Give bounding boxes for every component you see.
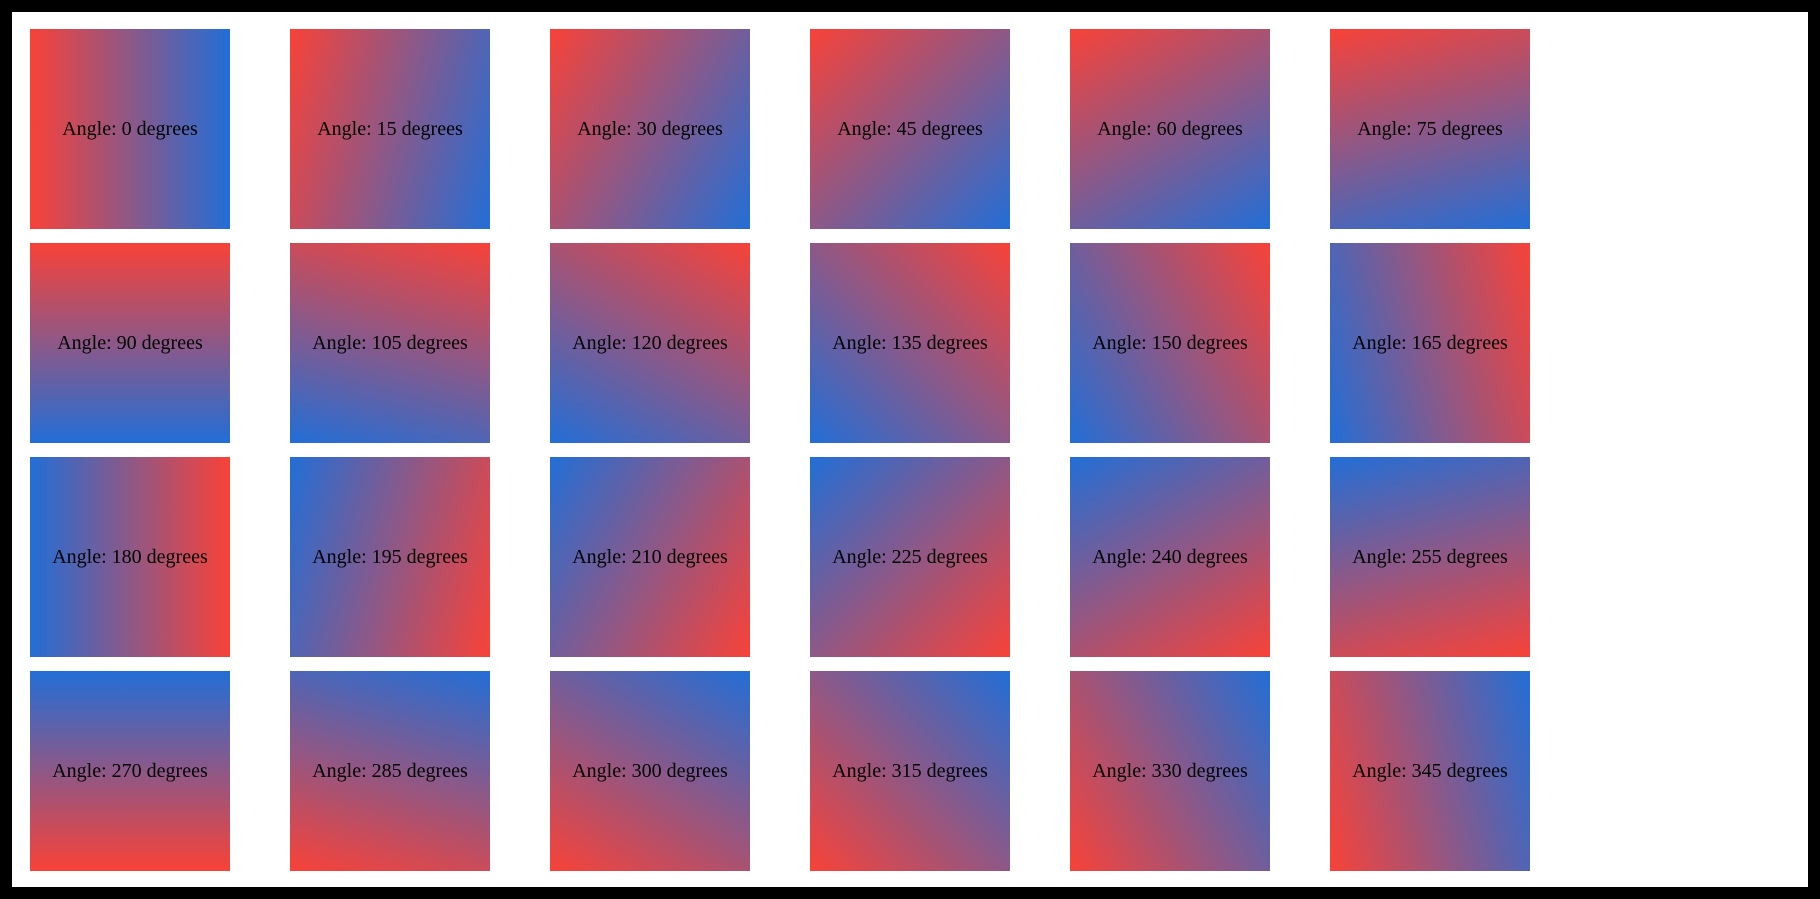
gradient-tile: Angle: 45 degrees: [810, 29, 1010, 229]
gradient-tile: Angle: 300 degrees: [550, 671, 750, 871]
tile-label: Angle: 195 degrees: [312, 545, 468, 568]
tile-label: Angle: 240 degrees: [1092, 545, 1248, 568]
gradient-tile: Angle: 240 degrees: [1070, 457, 1270, 657]
gradient-tile: Angle: 150 degrees: [1070, 243, 1270, 443]
tile-label: Angle: 120 degrees: [572, 331, 728, 354]
gradient-tile: Angle: 345 degrees: [1330, 671, 1530, 871]
tile-label: Angle: 30 degrees: [577, 117, 723, 140]
gradient-tile: Angle: 120 degrees: [550, 243, 750, 443]
tile-label: Angle: 0 degrees: [62, 117, 198, 140]
tile-label: Angle: 105 degrees: [312, 331, 468, 354]
gradient-tile: Angle: 75 degrees: [1330, 29, 1530, 229]
gradient-tile: Angle: 255 degrees: [1330, 457, 1530, 657]
gradient-tile: Angle: 60 degrees: [1070, 29, 1270, 229]
tile-label: Angle: 165 degrees: [1352, 331, 1508, 354]
tile-label: Angle: 15 degrees: [317, 117, 463, 140]
tile-label: Angle: 225 degrees: [832, 545, 988, 568]
tile-label: Angle: 345 degrees: [1352, 759, 1508, 782]
tile-label: Angle: 135 degrees: [832, 331, 988, 354]
tile-label: Angle: 90 degrees: [57, 331, 203, 354]
gradient-tile: Angle: 270 degrees: [30, 671, 230, 871]
tile-label: Angle: 210 degrees: [572, 545, 728, 568]
tile-label: Angle: 300 degrees: [572, 759, 728, 782]
gradient-grid: Angle: 0 degrees Angle: 15 degrees Angle…: [30, 29, 1530, 871]
tile-label: Angle: 285 degrees: [312, 759, 468, 782]
tile-label: Angle: 180 degrees: [52, 545, 208, 568]
gradient-tile: Angle: 0 degrees: [30, 29, 230, 229]
gradient-tile: Angle: 210 degrees: [550, 457, 750, 657]
tile-label: Angle: 45 degrees: [837, 117, 983, 140]
gradient-tile: Angle: 90 degrees: [30, 243, 230, 443]
gradient-tile: Angle: 225 degrees: [810, 457, 1010, 657]
tile-label: Angle: 75 degrees: [1357, 117, 1503, 140]
gradient-tile: Angle: 135 degrees: [810, 243, 1010, 443]
tile-label: Angle: 150 degrees: [1092, 331, 1248, 354]
tile-label: Angle: 255 degrees: [1352, 545, 1508, 568]
tile-label: Angle: 270 degrees: [52, 759, 208, 782]
gradient-tile: Angle: 15 degrees: [290, 29, 490, 229]
tile-label: Angle: 315 degrees: [832, 759, 988, 782]
gradient-tile: Angle: 165 degrees: [1330, 243, 1530, 443]
gradient-tile: Angle: 105 degrees: [290, 243, 490, 443]
tile-label: Angle: 330 degrees: [1092, 759, 1248, 782]
tile-label: Angle: 60 degrees: [1097, 117, 1243, 140]
gradient-tile: Angle: 315 degrees: [810, 671, 1010, 871]
gradient-tile: Angle: 30 degrees: [550, 29, 750, 229]
gradient-tile: Angle: 285 degrees: [290, 671, 490, 871]
gradient-tile: Angle: 180 degrees: [30, 457, 230, 657]
gradient-tile: Angle: 330 degrees: [1070, 671, 1270, 871]
gradient-tile: Angle: 195 degrees: [290, 457, 490, 657]
